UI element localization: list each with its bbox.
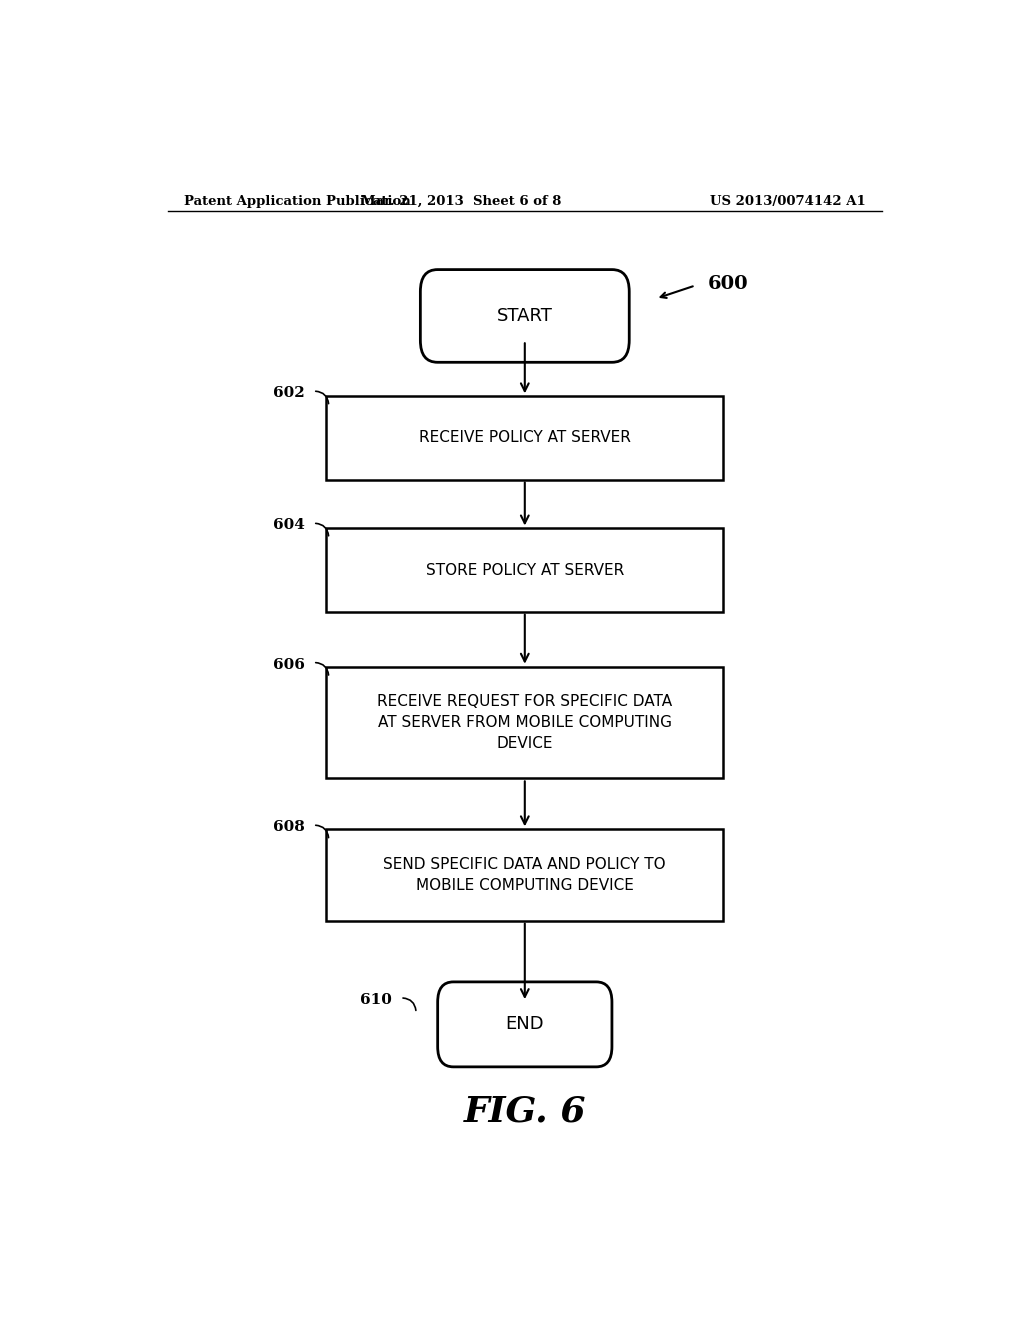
Bar xyxy=(327,829,723,921)
Text: 604: 604 xyxy=(273,519,305,532)
Text: END: END xyxy=(506,1015,544,1034)
Text: RECEIVE REQUEST FOR SPECIFIC DATA
AT SERVER FROM MOBILE COMPUTING
DEVICE: RECEIVE REQUEST FOR SPECIFIC DATA AT SER… xyxy=(377,694,673,751)
Text: START: START xyxy=(497,308,553,325)
Text: 602: 602 xyxy=(273,387,305,400)
Text: STORE POLICY AT SERVER: STORE POLICY AT SERVER xyxy=(426,562,624,578)
FancyBboxPatch shape xyxy=(437,982,612,1067)
Text: 608: 608 xyxy=(273,820,305,834)
Text: 606: 606 xyxy=(273,657,305,672)
Text: Patent Application Publication: Patent Application Publication xyxy=(183,194,411,207)
Text: 610: 610 xyxy=(360,993,392,1007)
Text: FIG. 6: FIG. 6 xyxy=(464,1094,586,1129)
Text: RECEIVE POLICY AT SERVER: RECEIVE POLICY AT SERVER xyxy=(419,430,631,445)
Bar xyxy=(327,528,723,611)
Bar xyxy=(327,667,723,779)
FancyBboxPatch shape xyxy=(421,269,629,362)
Text: 600: 600 xyxy=(708,276,748,293)
Text: US 2013/0074142 A1: US 2013/0074142 A1 xyxy=(711,194,866,207)
Text: Mar. 21, 2013  Sheet 6 of 8: Mar. 21, 2013 Sheet 6 of 8 xyxy=(361,194,561,207)
Text: SEND SPECIFIC DATA AND POLICY TO
MOBILE COMPUTING DEVICE: SEND SPECIFIC DATA AND POLICY TO MOBILE … xyxy=(383,857,667,892)
Bar xyxy=(327,396,723,479)
